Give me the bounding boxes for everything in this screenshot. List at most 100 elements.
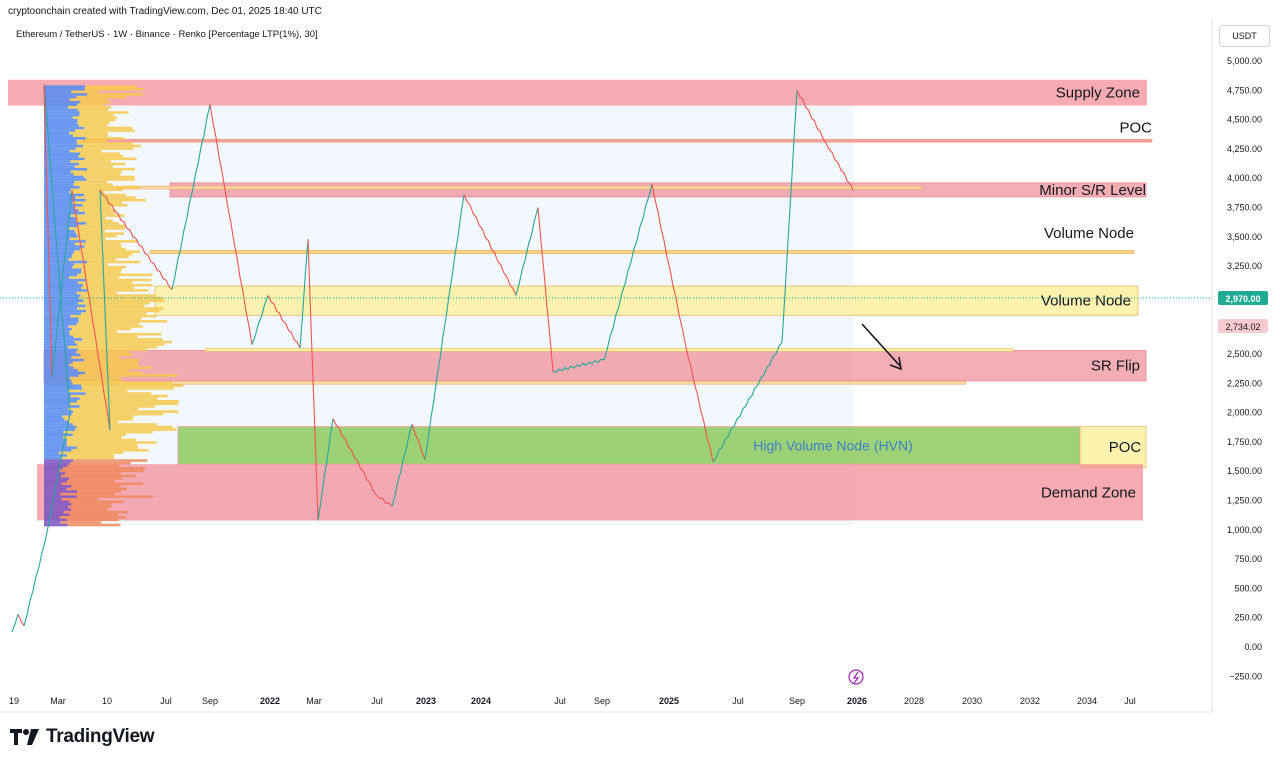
x-tick-label: Jul [554, 696, 566, 706]
profile-bar [77, 118, 115, 122]
profile-bar [44, 155, 79, 158]
profile-bar [44, 294, 81, 297]
time-axis[interactable]: 19 Mar 10 Jul Sep 2022 Mar Jul 2023 2024 Jul Sep 202… [9, 696, 1136, 706]
last-price-value: 2,970.00 [1225, 294, 1260, 304]
profile-bar [76, 232, 125, 235]
renko-segment [43, 84, 53, 378]
y-tick-label: 3,750.00 [1227, 203, 1262, 213]
y-tick-label: 1,000.00 [1227, 525, 1262, 535]
profile-bar [44, 196, 76, 199]
renko-segment [307, 239, 319, 521]
profile-bar [44, 93, 88, 96]
profile-bar [44, 350, 77, 354]
profile-bar [44, 500, 70, 504]
profile-bar [44, 356, 72, 359]
symbol-description[interactable]: Ethereum / TetherUS · 1W · Binance · Ren… [16, 29, 318, 40]
profile-bar [44, 425, 77, 429]
renko-segment [424, 194, 465, 460]
profile-bar [44, 191, 70, 194]
secondary-price-badge [1218, 319, 1268, 333]
profile-bar [44, 405, 80, 408]
profile-bar [44, 369, 78, 372]
profile-bar [72, 201, 123, 205]
profile-bar [44, 100, 81, 104]
profile-bar [44, 479, 67, 483]
renko-segment [317, 418, 334, 521]
profile-bar [68, 477, 123, 480]
profile-bar [44, 252, 73, 256]
profile-bar [44, 142, 77, 145]
profile-bar [44, 505, 68, 509]
profile-bar [70, 214, 125, 217]
profile-bar [78, 296, 163, 300]
profile-bar [44, 492, 61, 496]
profile-bar [44, 497, 62, 501]
profile-bar [72, 381, 173, 385]
profile-bar [44, 446, 78, 449]
x-tick-label: 2028 [904, 696, 924, 706]
renko-segment [43, 84, 71, 413]
volume-profile [44, 85, 184, 527]
profile-bar [44, 180, 75, 184]
y-tick-label: 1,250.00 [1227, 496, 1262, 506]
profile-bar [44, 407, 69, 411]
profile-bar [44, 222, 87, 225]
profile-bar [78, 209, 117, 212]
lightning-icon[interactable] [848, 669, 864, 685]
renko-segment [71, 189, 111, 431]
profile-bar [63, 430, 153, 434]
profile-bar [62, 415, 134, 419]
profile-bar [44, 227, 70, 230]
currency-selector[interactable]: USDT [1219, 25, 1270, 47]
profile-bar [44, 85, 85, 88]
profile-bar [44, 268, 82, 272]
zone-band [1079, 426, 1147, 469]
y-tick-label: 3,000.00 [1227, 290, 1262, 300]
profile-bar [70, 314, 157, 318]
profile-bar [85, 211, 115, 215]
profile-bar [67, 505, 112, 509]
profile-bar [78, 155, 124, 158]
x-tick-label: 2030 [962, 696, 982, 706]
profile-bar [69, 191, 105, 194]
profile-bar [44, 250, 75, 254]
profile-bar [69, 500, 124, 504]
profile-bar [83, 358, 140, 362]
price-axis[interactable]: 5,000.00 4,750.00 4,500.00 4,250.00 4,000.00… [1227, 56, 1262, 681]
profile-bar [62, 466, 146, 470]
profile-bar [77, 103, 105, 107]
tradingview-logo[interactable]: TradingView [10, 726, 155, 748]
profile-bar [81, 268, 122, 272]
profile-bar [44, 412, 72, 416]
value-area-line [43, 380, 967, 385]
x-tick-label: Jul [371, 696, 383, 706]
profile-bar [44, 289, 88, 292]
profile-bar [59, 515, 127, 519]
profile-bar [66, 479, 116, 483]
profile-bar [83, 299, 165, 302]
profile-bar [71, 412, 164, 416]
profile-bar [44, 214, 71, 217]
profile-bar [77, 273, 153, 277]
profile-bar [44, 518, 67, 522]
y-tick-label: 2,250.00 [1227, 378, 1262, 388]
profile-bar [44, 394, 71, 398]
profile-bar [70, 160, 111, 163]
zone-line [81, 138, 1153, 143]
profile-bar [80, 353, 133, 357]
profile-bar [44, 472, 66, 475]
projection-arrow [861, 323, 903, 371]
profile-bar [44, 343, 78, 346]
y-tick-label: 2,000.00 [1227, 408, 1262, 418]
profile-bar [44, 299, 84, 302]
profile-bar [78, 317, 142, 321]
profile-bar [69, 420, 118, 424]
renko-segment [411, 424, 426, 460]
profile-bar [77, 369, 130, 372]
zone-label: POC [1119, 120, 1152, 137]
profile-bar [68, 345, 158, 349]
profile-bar [44, 523, 68, 527]
profile-bar [69, 227, 125, 230]
renko-segment [267, 295, 301, 349]
